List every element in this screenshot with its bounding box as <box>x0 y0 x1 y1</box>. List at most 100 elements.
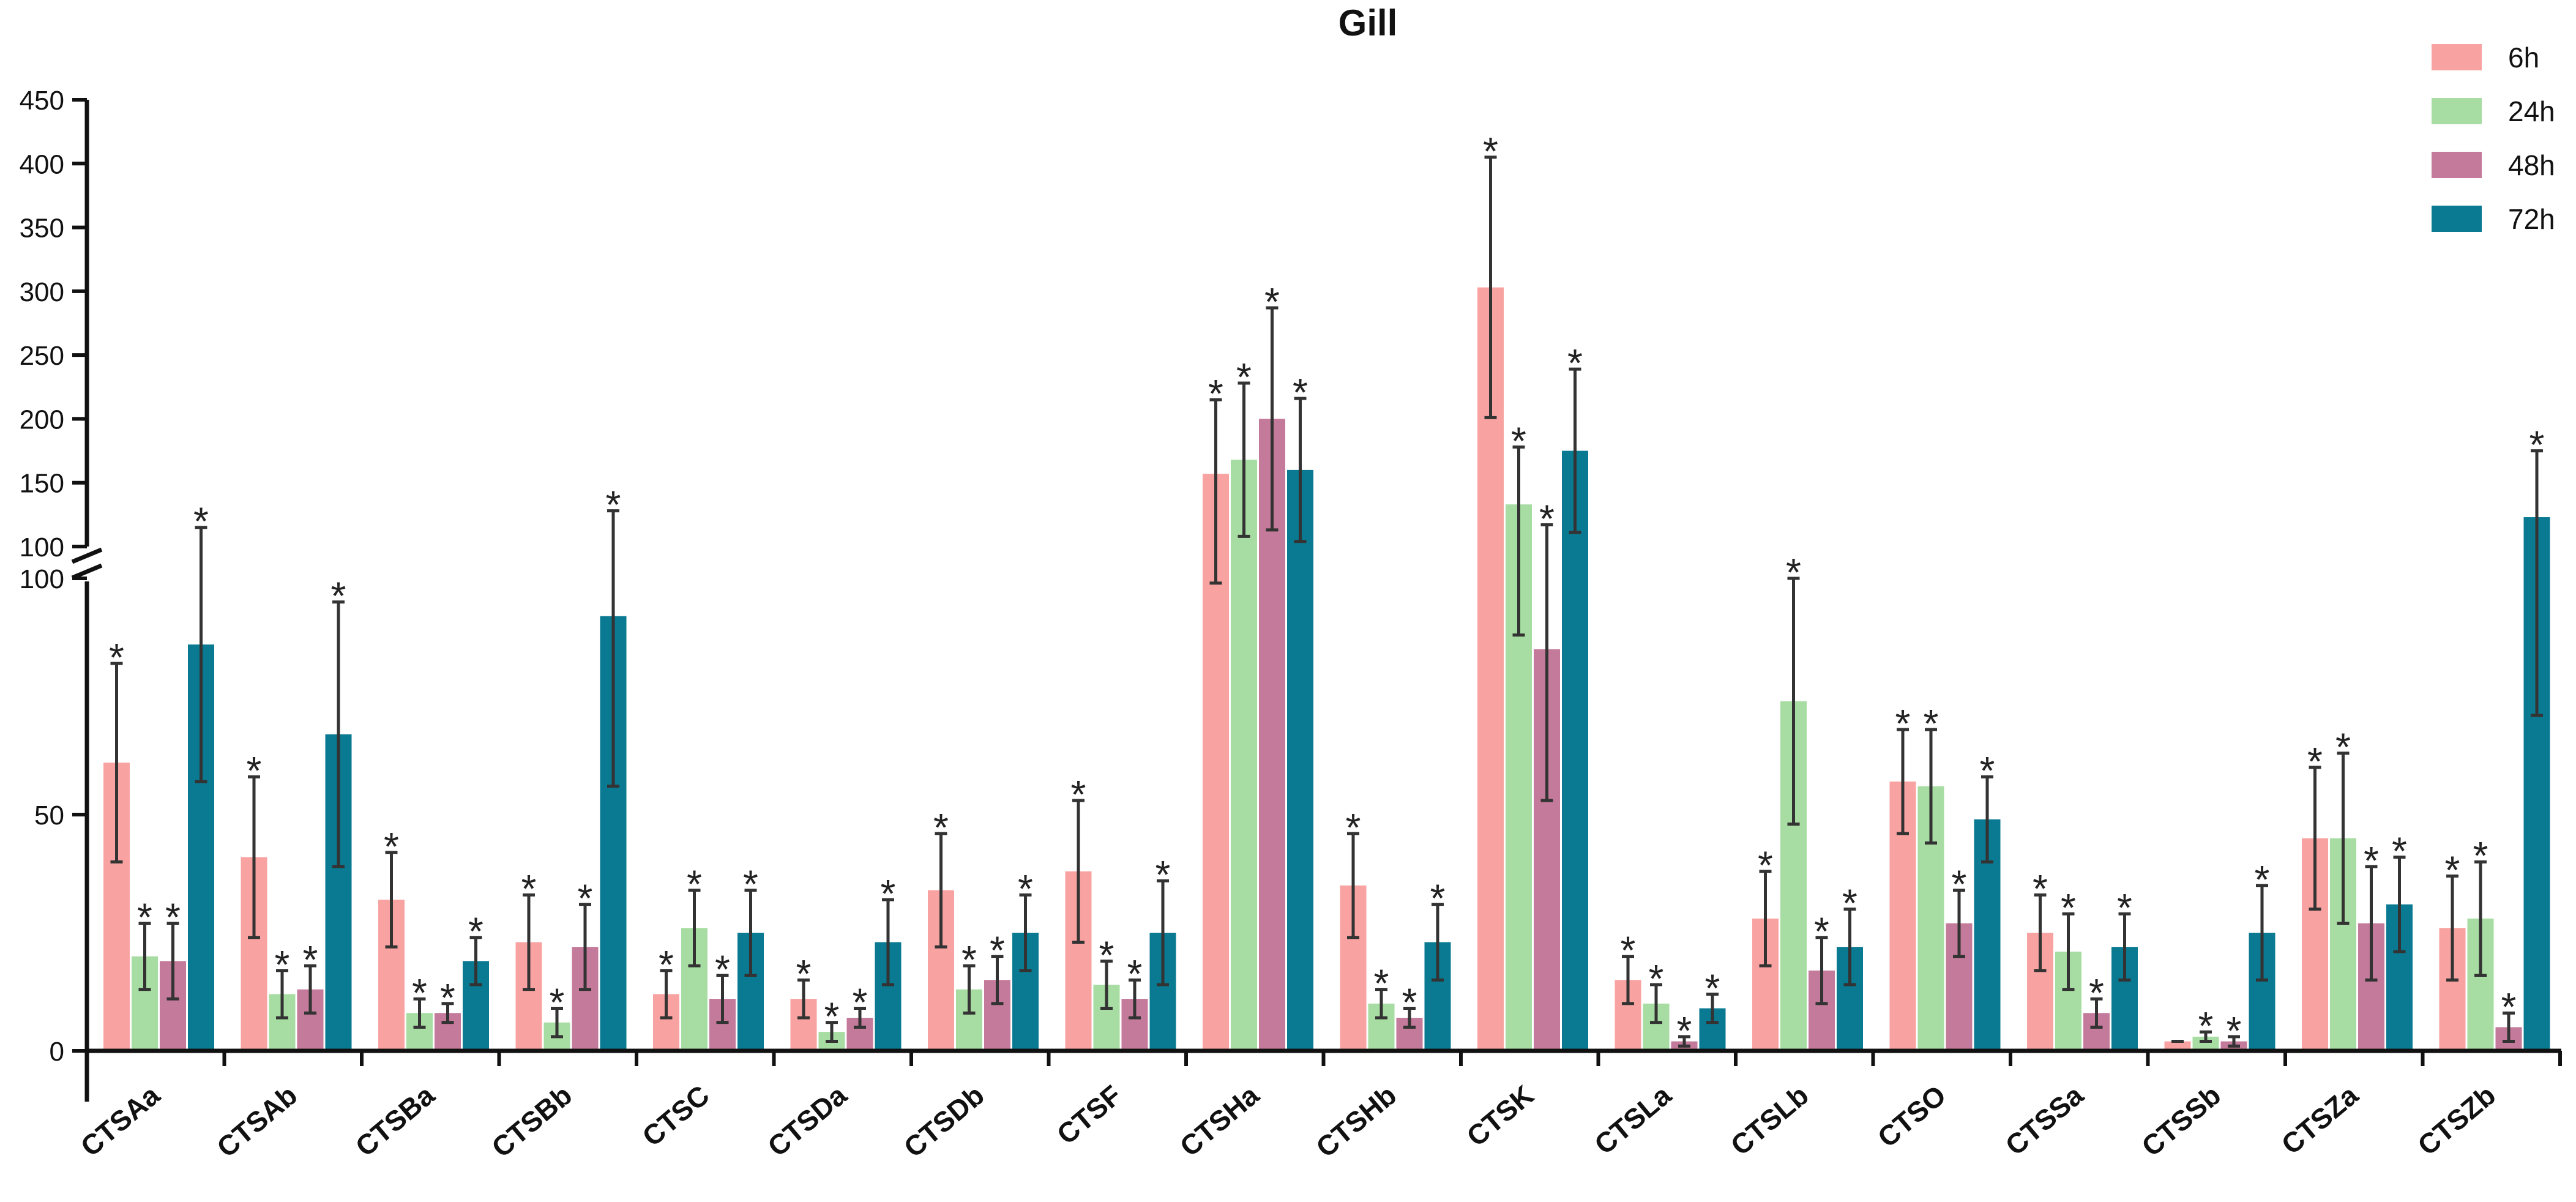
y-tick-label: 250 <box>20 341 64 371</box>
significance-star: * <box>521 867 537 911</box>
significance-star: * <box>1705 966 1720 1010</box>
significance-star: * <box>1511 419 1526 463</box>
x-tick-label-ctsba: CTSBa <box>349 1079 441 1163</box>
significance-star: * <box>1814 909 1829 954</box>
significance-star: * <box>247 748 262 793</box>
significance-star: * <box>853 980 868 1025</box>
x-tick-label-ctssa: CTSSa <box>1999 1079 2089 1162</box>
significance-star: * <box>440 976 455 1020</box>
x-tick-label-ctszb: CTSZb <box>2411 1079 2501 1162</box>
significance-star: * <box>2117 886 2132 930</box>
significance-star: * <box>990 928 1005 972</box>
significance-star: * <box>275 943 290 987</box>
significance-star: * <box>1293 370 1308 414</box>
x-tick-label-ctsk: CTSK <box>1460 1079 1539 1152</box>
significance-star: * <box>2089 971 2104 1015</box>
significance-star: * <box>687 862 702 906</box>
x-tick-label-ctso: CTSO <box>1872 1079 1952 1154</box>
chart-title: Gill <box>1338 2 1398 43</box>
bar-ctsk-72h <box>1562 450 1588 1051</box>
y-tick-label: 100 <box>20 532 64 562</box>
significance-star: * <box>384 824 399 868</box>
significance-star: * <box>715 947 730 991</box>
significance-star: * <box>2255 857 2270 902</box>
legend-swatch-48h <box>2432 152 2482 178</box>
significance-star: * <box>1346 805 1361 849</box>
legend-swatch-24h <box>2432 98 2482 124</box>
significance-star: * <box>2307 739 2323 783</box>
significance-star: * <box>1758 843 1773 887</box>
x-tick-label-ctssb: CTSSb <box>2135 1079 2227 1163</box>
significance-star: * <box>1374 961 1389 1006</box>
significance-star: * <box>303 938 318 982</box>
y-tick-label: 50 <box>34 801 64 831</box>
legend-label-72h: 72h <box>2508 203 2555 235</box>
y-tick-label: 200 <box>20 405 64 435</box>
significance-star: * <box>1567 341 1583 385</box>
significance-star: * <box>2335 725 2351 769</box>
significance-star: * <box>2392 829 2407 873</box>
significance-star: * <box>412 971 427 1015</box>
significance-star: * <box>1980 748 1995 793</box>
x-tick-label-ctsha: CTSHa <box>1174 1079 1265 1163</box>
significance-star: * <box>2227 1009 2242 1053</box>
significance-star: * <box>1483 129 1498 173</box>
significance-star: * <box>1895 701 1911 745</box>
bar-ctsha-24h <box>1231 460 1257 1051</box>
y-tick-label: 350 <box>20 214 64 244</box>
significance-star: * <box>468 909 483 954</box>
significance-star: * <box>824 995 840 1039</box>
significance-star: * <box>578 876 593 920</box>
bar-ctssb-24h <box>2192 1036 2219 1051</box>
y-tick-label: 300 <box>20 277 64 307</box>
significance-star: * <box>1127 952 1143 996</box>
y-tick-label: 450 <box>20 86 64 116</box>
significance-star: * <box>2445 848 2460 892</box>
y-axis <box>71 100 103 1102</box>
significance-star: * <box>137 895 152 939</box>
y-tick-label: 150 <box>20 469 64 499</box>
significance-star: * <box>1924 701 1939 745</box>
significance-star: * <box>331 574 346 618</box>
x-tick-label-ctsbb: CTSBb <box>485 1079 578 1163</box>
significance-star: * <box>796 952 812 996</box>
x-tick-label-ctsdb: CTSDb <box>898 1079 990 1163</box>
significance-star: * <box>961 938 977 982</box>
significance-star: * <box>193 499 209 543</box>
significance-star: * <box>1402 980 1417 1025</box>
significance-star: * <box>743 862 758 906</box>
bar-ctsha-72h <box>1287 469 1313 1051</box>
significance-star: * <box>1264 280 1280 324</box>
significance-star: * <box>933 805 949 849</box>
x-tick-label-ctshb: CTSHb <box>1310 1079 1402 1163</box>
significance-star: * <box>2364 838 2379 883</box>
significance-star: * <box>550 980 565 1025</box>
significance-star: * <box>1018 867 1033 911</box>
significance-star: * <box>1649 957 1664 1001</box>
x-tick-label-ctsf: CTSF <box>1051 1079 1127 1151</box>
legend-label-6h: 6h <box>2508 42 2539 73</box>
legend-label-48h: 48h <box>2508 149 2555 181</box>
significance-star: * <box>1842 881 1857 925</box>
y-tick-label: 100 <box>20 564 64 594</box>
significance-star: * <box>109 635 124 679</box>
significance-star: * <box>1621 928 1636 972</box>
significance-star: * <box>1236 355 1252 399</box>
significance-star: * <box>2501 985 2517 1029</box>
x-tick-label-ctsza: CTSZa <box>2275 1079 2364 1161</box>
x-tick-label-ctslb: CTSLb <box>1725 1079 1815 1162</box>
significance-star: * <box>659 943 674 987</box>
x-tick-label-ctsla: CTSLa <box>1588 1079 1677 1161</box>
legend-swatch-6h <box>2432 44 2482 70</box>
legend-label-24h: 24h <box>2508 95 2555 127</box>
axis-break-mark <box>71 547 103 580</box>
significance-star: * <box>1539 497 1555 541</box>
significance-star: * <box>2529 423 2545 467</box>
significance-star: * <box>1786 550 1801 594</box>
bar-ctssb-6h <box>2164 1041 2191 1051</box>
significance-star: * <box>2473 834 2488 878</box>
significance-star: * <box>2033 867 2048 911</box>
significance-star: * <box>1208 371 1223 416</box>
significance-star: * <box>1071 772 1086 816</box>
significance-star: * <box>881 872 896 916</box>
